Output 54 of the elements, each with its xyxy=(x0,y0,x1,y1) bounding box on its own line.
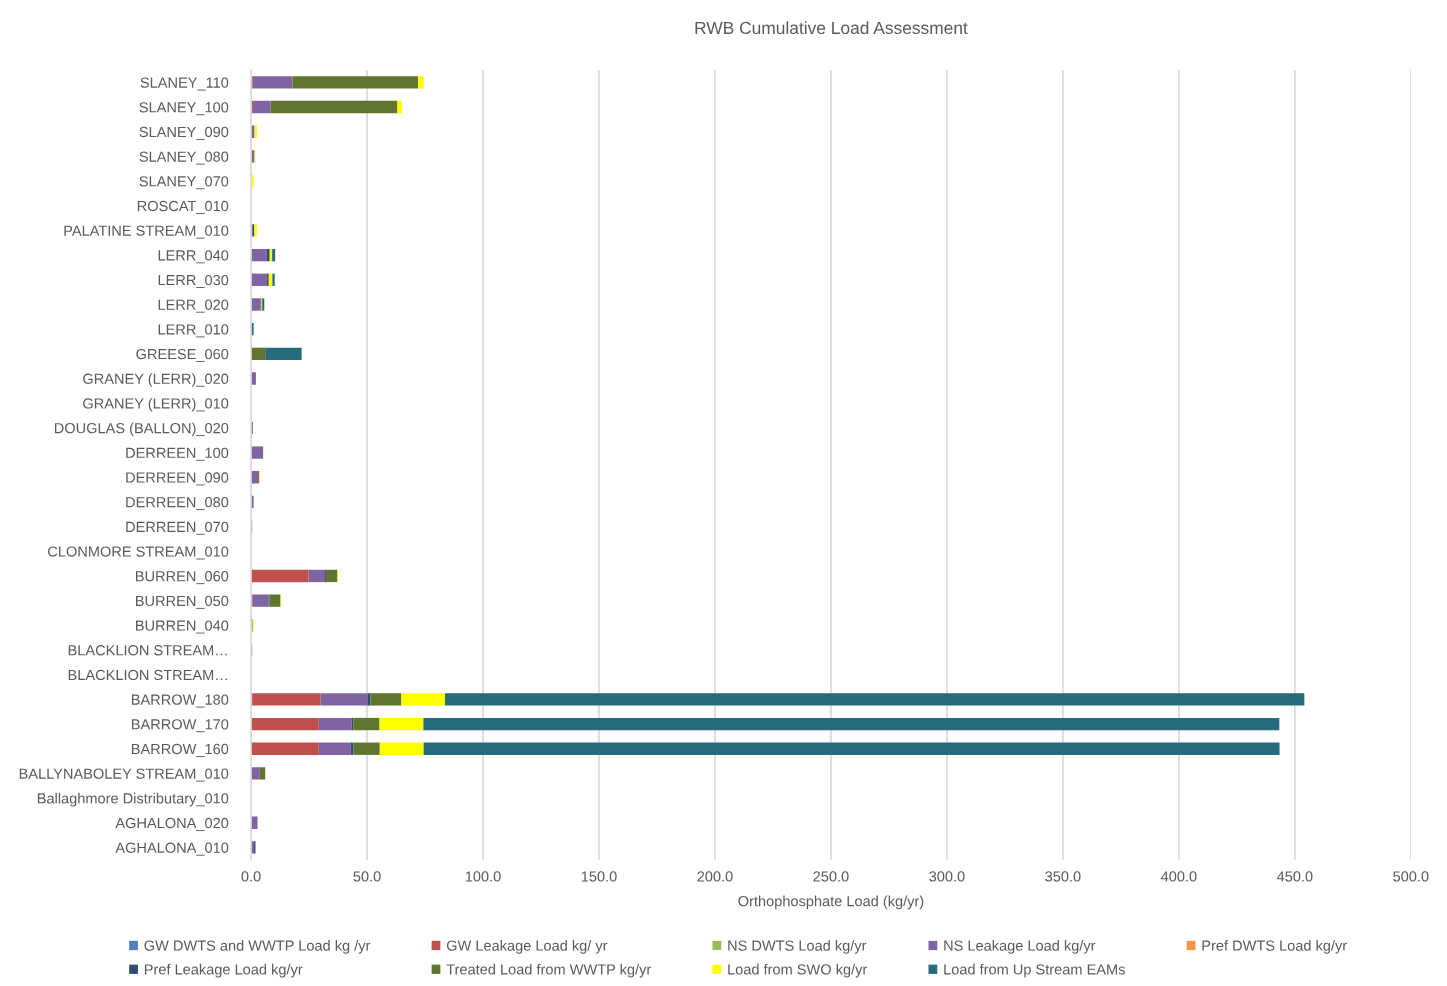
legend-label: GW Leakage Load kg/ yr xyxy=(446,940,608,954)
legend-label: Pref Leakage Load kg/yr xyxy=(144,963,303,978)
x-tick-label: 100.0 xyxy=(465,871,501,882)
y-tick-label: BARROW_170 xyxy=(131,719,229,733)
y-tick-label: LERR_040 xyxy=(158,250,229,264)
y-tick-label: DERREEN_070 xyxy=(126,521,229,535)
y-tick-label: GRANEY (LERR)_010 xyxy=(83,397,229,412)
x-tick-label: 400.0 xyxy=(1160,871,1197,882)
legend-label: Load from Up Stream EAMs xyxy=(944,963,1125,978)
y-tick-label: BURREN_060 xyxy=(136,571,229,585)
y-tick-label: DOUGLAS (BALLON)_020 xyxy=(54,422,229,437)
y-tick-label: SLANEY_080 xyxy=(139,151,229,165)
y-tick-label: DERREEN_090 xyxy=(126,472,229,486)
legend-label: Treated Load from WWTP kg/yr xyxy=(446,963,652,978)
x-tick-label: 250.0 xyxy=(813,871,849,882)
legend-label: Pref DWTS Load kg/yr xyxy=(1202,940,1347,954)
x-tick-label: 150.0 xyxy=(581,871,617,882)
y-tick-label: BARROW_180 xyxy=(131,694,229,708)
y-tick-label: LERR_030 xyxy=(158,274,229,288)
y-tick-label: ROSCAT_010 xyxy=(137,200,229,214)
x-axis-title: Orthophosphate Load (kg/yr) xyxy=(738,895,924,910)
x-tick-label: 50.0 xyxy=(353,871,381,882)
y-tick-label: CLONMORE STREAM_010 xyxy=(48,546,229,560)
y-tick-label: BURREN_050 xyxy=(136,595,229,609)
y-tick-label: LERR_010 xyxy=(158,324,229,338)
y-tick-label: DERREEN_100 xyxy=(126,447,229,461)
legend-label: Load from SWO kg/yr xyxy=(728,963,868,978)
x-tick-label: 200.0 xyxy=(697,871,733,882)
y-tick-label: AGHALONA_020 xyxy=(115,817,229,831)
y-tick-label: SLANEY_110 xyxy=(140,77,229,91)
y-tick-label: AGHALONA_010 xyxy=(115,842,229,856)
y-tick-label: Ballaghmore Distributary_010 xyxy=(37,792,229,807)
y-tick-label: LERR_020 xyxy=(158,299,229,313)
legend-label: NS DWTS Load kg/yr xyxy=(728,940,867,954)
x-tick-label: 450.0 xyxy=(1276,871,1313,882)
x-tick-label: 300.0 xyxy=(929,871,965,882)
x-tick-label: 0.0 xyxy=(241,871,261,882)
y-tick-label: PALATINE STREAM_010 xyxy=(64,225,229,239)
y-tick-label: DERREEN_080 xyxy=(126,497,229,511)
y-tick-label: SLANEY_070 xyxy=(139,176,229,190)
y-tick-label: GREESE_060 xyxy=(136,348,229,363)
y-tick-label: BLACKLION STREAM… xyxy=(68,669,227,681)
y-tick-label: SLANEY_090 xyxy=(139,126,229,140)
legend-label: NS Leakage Load kg/yr xyxy=(944,940,1096,954)
x-tick-label: 500.0 xyxy=(1393,871,1429,882)
y-tick-label: BLACKLION STREAM… xyxy=(68,645,227,656)
legend-label: GW DWTS and WWTP Load kg /yr xyxy=(144,940,371,954)
x-tick-label: 350.0 xyxy=(1045,871,1081,882)
y-tick-label: SLANEY_100 xyxy=(139,102,229,116)
y-tick-label: GRANEY (LERR)_020 xyxy=(83,373,229,387)
y-tick-label: BALLYNABOLEY STREAM_010 xyxy=(19,768,229,782)
y-tick-label: BURREN_040 xyxy=(136,620,229,634)
y-tick-label: BARROW_160 xyxy=(131,743,229,757)
chart-title: RWB Cumulative Load Assessment xyxy=(695,21,968,35)
